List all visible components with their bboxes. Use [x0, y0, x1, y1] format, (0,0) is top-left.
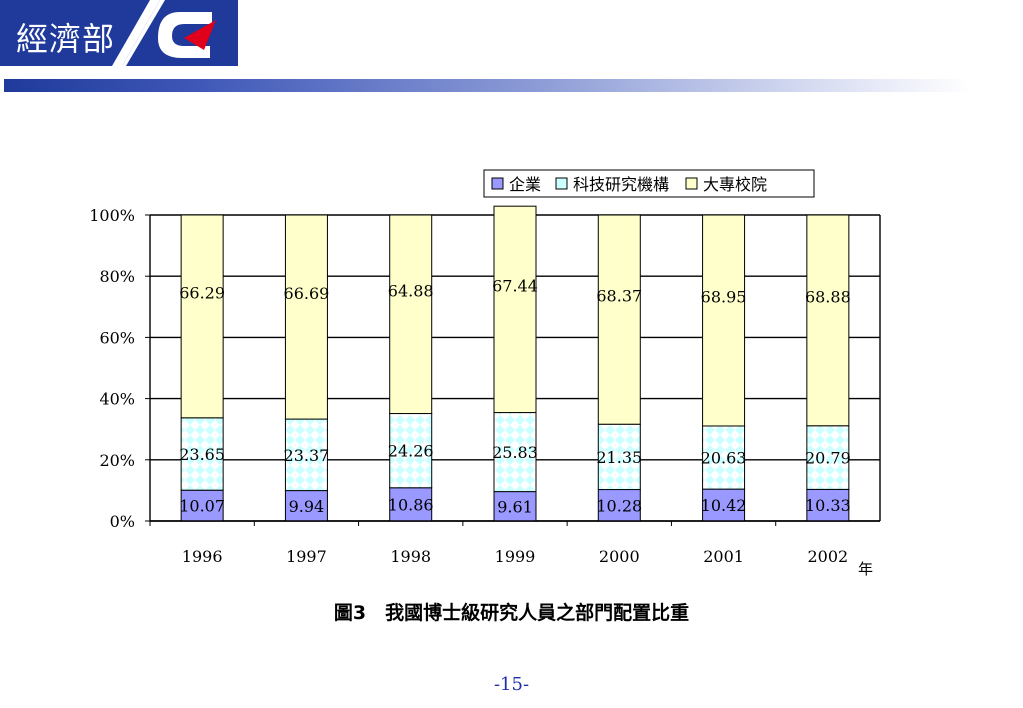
data-label: 67.44 — [492, 276, 538, 295]
legend-box — [483, 169, 815, 198]
bar-segment — [284, 418, 328, 492]
bar-segment — [389, 487, 433, 522]
data-label: 10.86 — [388, 495, 434, 514]
data-label: 23.65 — [179, 445, 225, 464]
data-label: 25.83 — [492, 443, 538, 462]
bar-segment — [702, 214, 746, 427]
data-label: 64.88 — [388, 281, 434, 300]
y-tick-label: 0% — [110, 512, 135, 531]
ministry-logo — [0, 0, 238, 66]
data-label: 20.63 — [701, 449, 747, 468]
bar-segment — [493, 205, 537, 414]
legend-label: 科技研究機構 — [573, 175, 669, 194]
logo-red-arrow — [184, 20, 216, 50]
data-label: 10.33 — [805, 496, 851, 515]
y-tick-label: 60% — [99, 328, 135, 347]
x-tick-label: 2000 — [599, 547, 640, 566]
legend-swatch — [685, 177, 698, 190]
data-label: 10.07 — [179, 497, 225, 516]
bar-segment — [180, 417, 224, 491]
bar-segment — [806, 214, 850, 427]
data-label: 10.42 — [701, 496, 747, 515]
data-label: 9.94 — [289, 497, 325, 516]
bar-segment — [284, 214, 328, 420]
data-label: 23.37 — [284, 446, 330, 465]
bar-segment — [389, 214, 433, 415]
x-tick-label: 1999 — [495, 547, 536, 566]
legend-swatch — [555, 177, 568, 190]
data-label: 10.28 — [596, 496, 642, 515]
y-tick-label: 40% — [99, 390, 135, 409]
data-label: 20.79 — [805, 449, 851, 468]
bar-segment — [180, 214, 224, 419]
header-title: 經濟部 — [16, 20, 116, 58]
bar-segment — [806, 425, 850, 490]
x-axis-label: 年 — [858, 560, 873, 578]
legend-label: 大專校院 — [703, 175, 767, 194]
data-label: 68.37 — [596, 287, 642, 306]
data-label: 21.35 — [596, 448, 642, 467]
bar-segment — [493, 491, 537, 522]
legend-swatch — [491, 177, 504, 190]
x-tick-label: 1997 — [286, 547, 327, 566]
data-label: 68.95 — [701, 287, 747, 306]
bar-segment — [180, 489, 224, 522]
data-label: 68.88 — [805, 287, 851, 306]
bar-segment — [493, 412, 537, 493]
data-label: 9.61 — [497, 497, 533, 516]
x-tick-label: 1998 — [390, 547, 431, 566]
figure-caption: 圖3 我國博士級研究人員之部門配置比重 — [333, 602, 690, 624]
header-gradient-bar — [4, 79, 970, 92]
y-tick-label: 100% — [89, 206, 135, 225]
bar-segment — [597, 423, 641, 491]
page-number: -15- — [493, 674, 530, 695]
x-tick-label: 1996 — [182, 547, 223, 566]
data-label: 24.26 — [388, 442, 434, 461]
x-tick-label: 2001 — [703, 547, 744, 566]
data-label: 66.69 — [284, 284, 330, 303]
data-label: 66.29 — [179, 283, 225, 302]
x-tick-label: 2002 — [807, 547, 848, 566]
y-tick-label: 80% — [99, 267, 135, 286]
y-tick-label: 20% — [99, 451, 135, 470]
legend-label: 企業 — [509, 175, 541, 194]
bar-segment — [597, 214, 641, 425]
